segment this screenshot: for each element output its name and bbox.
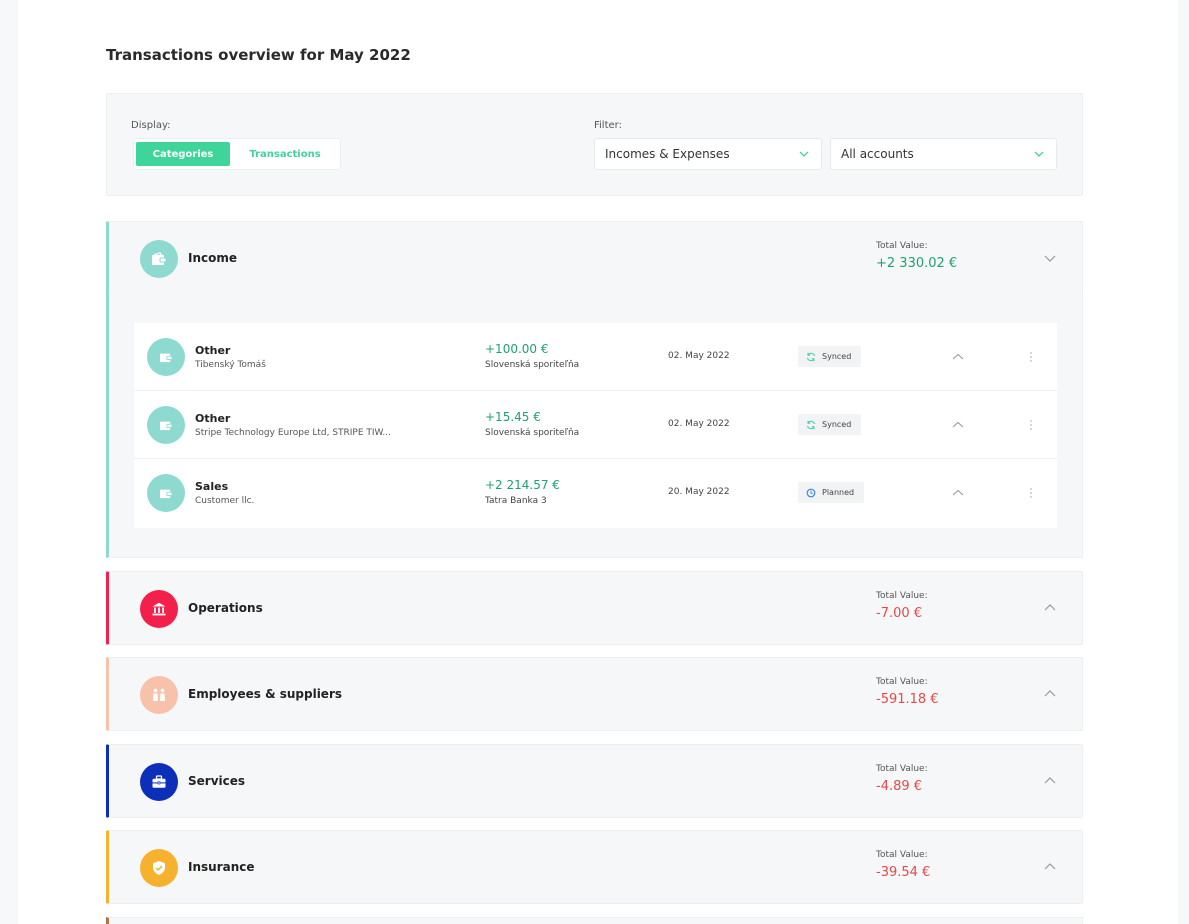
wallet-icon [147, 406, 185, 444]
transaction-date: 20. May 2022 [668, 487, 730, 497]
chevron-up-icon[interactable] [1042, 773, 1058, 789]
total-value-label: Total Value: [876, 850, 928, 860]
chevron-up-icon[interactable] [1042, 859, 1058, 875]
status-text: Planned [822, 488, 855, 497]
total-value-label: Total Value: [876, 764, 928, 774]
wallet-icon [147, 338, 185, 376]
transactions-toggle-button[interactable]: Transactions [249, 148, 321, 160]
transaction-date: 02. May 2022 [668, 351, 730, 361]
status-text: Synced [822, 420, 852, 429]
sync-icon [806, 420, 816, 429]
transaction-amount: +2 214.57 € [485, 478, 560, 492]
category-total: -39.54 € [876, 865, 931, 880]
category-name: Income [188, 251, 238, 265]
category-insurance[interactable]: Insurance Total Value: -39.54 € [106, 830, 1083, 904]
account-filter-value: All accounts [841, 147, 914, 161]
transaction-category: Other [195, 412, 231, 425]
transaction-row[interactable]: Other Tibenský Tomáš +100.00 € Slovenská… [134, 323, 1057, 391]
clock-icon [806, 488, 816, 497]
category-name: Employees & suppliers [188, 687, 343, 701]
briefcase-icon [140, 763, 178, 801]
category-name: Insurance [188, 860, 255, 874]
status-badge: Planned [798, 482, 865, 503]
category-total: -591.18 € [876, 692, 939, 707]
transaction-category: Other [195, 344, 231, 357]
wallet-icon [140, 240, 178, 278]
chevron-down-icon [799, 151, 809, 157]
transaction-party: Stripe Technology Europe Ltd, STRIPE TIW… [195, 428, 392, 438]
sync-icon [806, 352, 816, 361]
transaction-list: Other Tibenský Tomáš +100.00 € Slovenská… [134, 323, 1057, 528]
transaction-category: Sales [195, 480, 229, 493]
shield-icon [140, 849, 178, 887]
transaction-bank: Tatra Banka 3 [485, 496, 547, 506]
categories-toggle-button[interactable]: Categories [136, 142, 230, 166]
total-value-label: Total Value: [876, 591, 928, 601]
chevron-up-icon[interactable] [951, 418, 965, 432]
chevron-up-icon[interactable] [1042, 600, 1058, 616]
chevron-down-icon [1034, 151, 1044, 157]
category-employees-suppliers[interactable]: Employees & suppliers Total Value: -591.… [106, 657, 1083, 731]
transaction-amount: +15.45 € [485, 410, 541, 424]
wallet-icon [147, 474, 185, 512]
category-services[interactable]: Services Total Value: -4.89 € [106, 744, 1083, 818]
status-badge: Synced [798, 346, 862, 367]
chevron-up-icon[interactable] [1042, 686, 1058, 702]
transaction-party: Tibenský Tomáš [195, 360, 266, 370]
category-total: -7.00 € [876, 606, 923, 621]
chevron-up-icon[interactable] [951, 486, 965, 500]
category-name: Services [188, 774, 246, 788]
transaction-bank: Slovenská sporiteľňa [485, 360, 580, 370]
category-name: Operations [188, 601, 263, 615]
account-filter-select[interactable]: All accounts [830, 138, 1057, 170]
category-next-partial[interactable] [106, 917, 1083, 924]
type-filter-select[interactable]: Incomes & Expenses [594, 138, 822, 170]
more-options-icon[interactable] [1027, 417, 1035, 433]
bank-icon [140, 590, 178, 628]
more-options-icon[interactable] [1027, 485, 1035, 501]
category-total: -4.89 € [876, 779, 923, 794]
total-value-label: Total Value: [876, 241, 928, 251]
filter-label: Filter: [594, 120, 622, 131]
status-text: Synced [822, 352, 852, 361]
chevron-up-icon[interactable] [951, 350, 965, 364]
category-operations[interactable]: Operations Total Value: -7.00 € [106, 571, 1083, 645]
transaction-row[interactable]: Other Stripe Technology Europe Ltd, STRI… [134, 391, 1057, 459]
total-value-label: Total Value: [876, 677, 928, 687]
status-badge: Synced [798, 414, 862, 435]
people-icon [140, 676, 178, 714]
transaction-party: Customer llc. [195, 496, 255, 506]
transaction-amount: +100.00 € [485, 342, 549, 356]
transaction-row[interactable]: Sales Customer llc. +2 214.57 € Tatra Ba… [134, 459, 1057, 527]
more-options-icon[interactable] [1027, 349, 1035, 365]
page-title: Transactions overview for May 2022 [106, 46, 411, 64]
display-label: Display: [131, 120, 171, 131]
chevron-down-icon[interactable] [1042, 250, 1058, 266]
transaction-date: 02. May 2022 [668, 419, 730, 429]
type-filter-value: Incomes & Expenses [605, 147, 730, 161]
category-total: +2 330.02 € [876, 256, 958, 271]
category-income[interactable]: Income Total Value: +2 330.02 € [106, 221, 1083, 295]
display-toggle: Categories Transactions [133, 138, 341, 170]
transaction-bank: Slovenská sporiteľňa [485, 428, 580, 438]
controls-panel: Display: Categories Transactions Filter:… [106, 93, 1083, 196]
